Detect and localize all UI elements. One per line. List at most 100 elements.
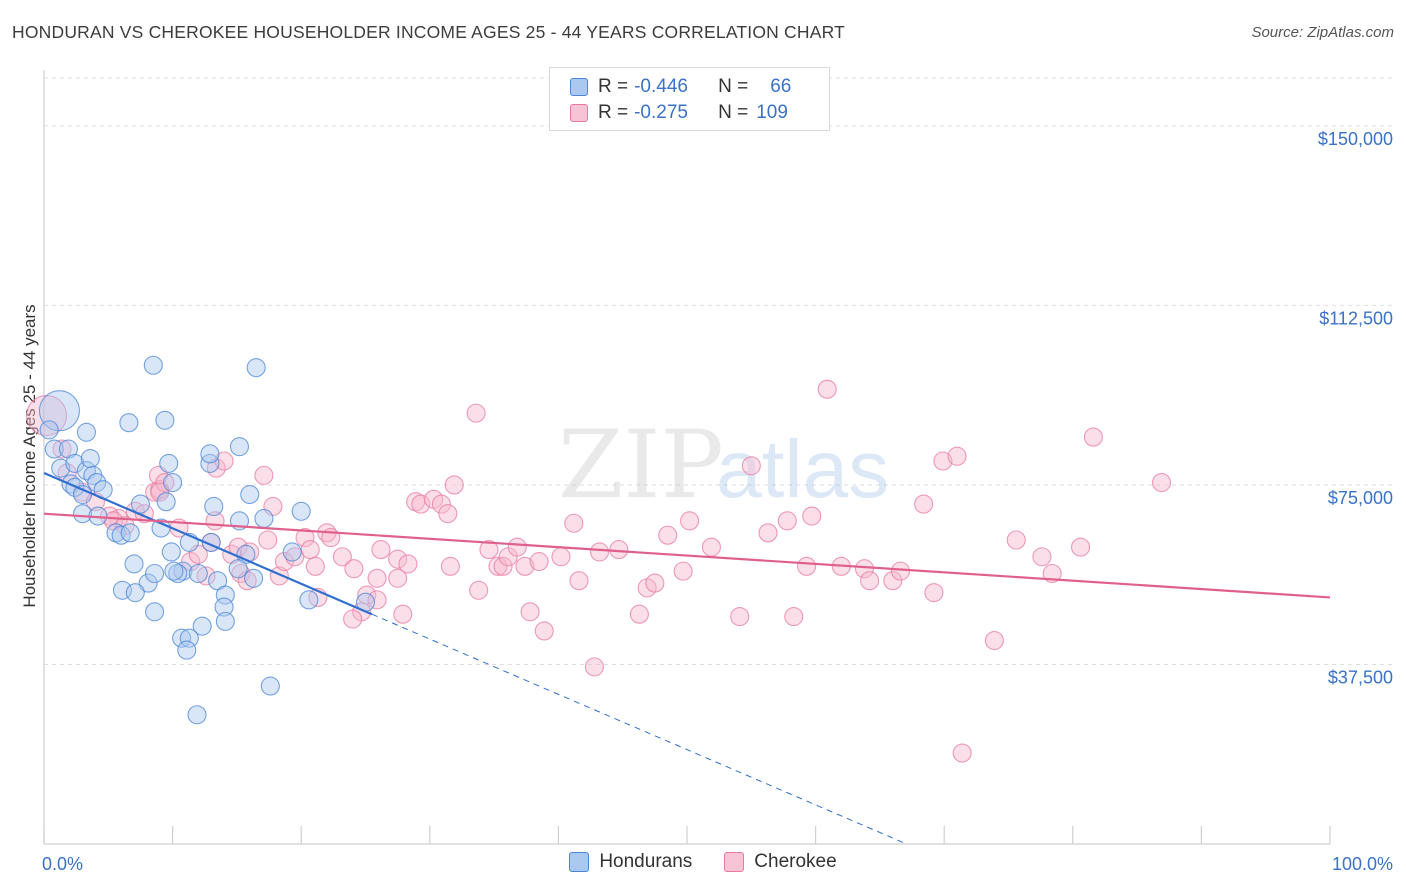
point-hondurans [163,472,183,493]
watermark: ZIP atlas [558,411,889,520]
point-hondurans [291,501,311,521]
point-cherokee [817,379,837,399]
point-hondurans [120,523,140,543]
y-tick-label: $37,500 [1328,667,1393,687]
point-cherokee [890,561,911,581]
point-cherokee [645,573,665,593]
legend-swatch-cherokee [724,852,745,872]
point-cherokee [1070,537,1091,557]
point-hondurans [124,554,144,574]
point-cherokee [398,554,418,574]
point-cherokee [515,556,535,576]
point-hondurans [76,422,96,442]
point-cherokee [488,556,508,576]
trend-extension-hondurans [371,613,907,845]
point-cherokee [701,537,721,557]
point-hondurans [164,561,184,581]
point-cherokee [758,523,778,543]
point-cherokee [520,602,540,622]
point-cherokee [609,540,629,560]
point-hondurans [187,705,207,725]
point-cherokee [343,609,363,629]
y-tick-label: $150,000 [1318,129,1393,149]
point-hondurans [188,563,208,584]
point-cherokee [529,551,549,572]
point-cherokee [784,607,804,627]
point-cherokee [357,585,377,605]
point-cherokee [52,439,72,459]
point-hondurans [200,453,220,473]
legend-n-value: 109 [756,102,788,123]
legend-item-cherokee: Cherokee [724,851,837,873]
point-hondurans [130,494,150,514]
point-cherokee [680,511,700,531]
legend-n-label: N = [718,102,749,123]
point-cherokee [388,568,408,588]
point-hondurans [161,542,181,562]
point-cherokee [493,556,513,576]
point-hondurans [44,439,64,459]
point-cherokee [466,403,486,423]
tick-labels: $37,500 $75,000 $112,500 $150,000 0.0% 100.0% [42,129,1393,874]
trend-lines [43,471,1331,845]
legend-n-value: 66 [770,76,792,97]
point-cherokee [534,621,554,641]
point-cherokee [258,530,278,550]
axes [43,70,1331,845]
point-hondurans [214,597,234,617]
legend-swatch-cherokee [570,104,588,122]
point-cherokee [673,561,693,581]
point-hondurans [73,484,93,505]
trend-line-cherokee [43,512,1331,599]
point-cherokee [438,504,458,524]
point-hondurans [246,358,266,378]
point-hondurans [155,410,175,430]
point-cherokee [507,537,527,557]
legend-swatch-hondurans [569,852,590,872]
point-cherokee [797,556,817,576]
legend-swatch-hondurans [570,78,588,96]
point-cherokee [947,446,967,466]
point-hondurans [229,437,250,457]
point-cherokee [444,475,464,495]
point-hondurans [80,449,100,469]
x-tick-label: 100.0% [1332,854,1393,874]
y-tick-label: $112,500 [1319,308,1393,328]
point-cherokee [730,607,750,627]
point-hondurans [145,563,165,584]
point-cherokee [431,494,451,514]
point-hondurans [282,542,302,562]
point-cherokee [469,580,489,600]
legend-row-hondurans: R = -0.446 N = 66 [570,75,791,99]
point-cherokee [181,551,201,572]
point-cherokee [393,604,413,624]
point-cherokee [564,513,584,533]
point-cherokee [388,549,408,569]
point-hondurans [179,628,199,648]
watermark-atlas: atlas [716,424,889,515]
point-cherokee [658,525,678,545]
point-cherokee [952,743,972,763]
point-hondurans [73,504,93,524]
point-hondurans [299,590,319,610]
legend-r-value: -0.446 [634,76,688,97]
chart-title: HONDURAN VS CHEROKEE HOUSEHOLDER INCOME … [12,22,846,42]
point-hondurans [228,559,248,579]
point-cherokee [440,556,460,576]
point-cherokee [584,657,604,677]
point-cherokee [295,528,315,548]
point-hondurans [244,568,264,588]
y-tick-label: $75,000 [1328,488,1393,508]
point-cherokee [924,583,944,603]
stats-legend: R = -0.446 N = 66 R = -0.275 N = 109 [549,67,830,131]
point-hondurans [260,676,280,696]
point-hondurans [87,472,107,493]
series-legend: Hondurans Cherokee [0,851,1406,873]
point-hondurans [143,355,163,375]
point-hondurans [125,583,145,603]
point-hondurans [172,628,192,648]
point-cherokee [1006,530,1026,550]
point-hondurans [106,523,126,543]
legend-n-label: N = [718,76,749,97]
